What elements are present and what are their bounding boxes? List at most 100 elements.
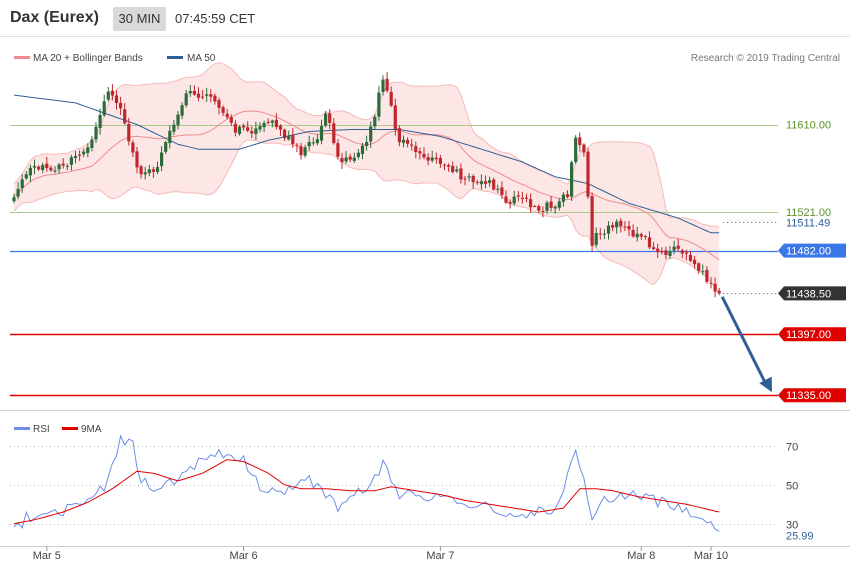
candle-body [328,113,332,123]
forecast-arrow [720,296,772,393]
candle-body [488,180,492,183]
candle-body [155,167,160,172]
candle-body [20,179,24,189]
candle-body [586,151,590,197]
candle-body [652,247,656,249]
candle-body [549,201,553,208]
candle-body [434,157,438,160]
candle-body [635,233,639,238]
candle-body [492,179,496,190]
candle-body [537,206,541,211]
candle-body [701,271,705,273]
candle-body [16,188,20,197]
candle-body [565,194,570,198]
candle-body [578,137,582,146]
candle-body [483,181,488,184]
candle-body [717,290,721,294]
candle-body [114,95,119,103]
candle-body [319,126,324,141]
candle-body [360,145,365,155]
candle-body [615,221,619,228]
candle-body [311,142,315,144]
level-label-11335.00-tag [778,388,846,403]
rsi-ma-legend-label: 9MA [81,424,102,435]
candle-body [266,121,270,123]
chart-header: Dax (Eurex) 30 MIN 07:45:59 CET [0,0,850,37]
candle-body [139,166,143,175]
candle-body [86,147,90,153]
candle-body [90,139,94,148]
time-axis: Mar 5 Mar 6 Mar 7 Mar 8 Mar 10 [33,546,728,562]
candle-body [250,131,254,134]
rsi-legend-swatch [14,427,30,430]
candle-body [422,153,426,158]
candle-body [401,139,406,143]
candle-body [697,263,701,272]
candle-body [606,225,611,234]
candle-body [496,188,500,190]
candle-body [410,144,414,146]
candle-body [233,123,237,133]
candle-body [397,128,401,143]
candle-body [611,225,615,228]
time-tick-label: Mar 7 [426,550,454,562]
candle-body [160,152,164,167]
candle-body [225,113,229,118]
candle-body [574,137,578,162]
candle-body [37,166,41,170]
candle-body [147,169,151,174]
candle-body [45,163,49,168]
candle-body [590,196,594,246]
candle-body [459,168,463,180]
instrument-title: Dax (Eurex) [10,9,99,26]
candle-body [512,196,516,204]
candle-body [254,128,258,134]
candle-body [680,250,684,254]
candle-body [287,136,291,140]
candle-body [385,78,389,91]
time-tick-label: Mar 5 [33,550,61,562]
candle-body [73,156,78,158]
candle-body [180,105,184,116]
candle-body [594,233,598,245]
candle-body [643,236,647,237]
timestamp: 07:45:59 CET [175,11,256,26]
candle-body [196,93,201,98]
candle-body [270,120,274,123]
ma20-legend-swatch [14,56,30,59]
rsi-tick-50: 50 [786,481,798,493]
candle-body [627,226,631,230]
candle-body [533,206,537,207]
timeframe-button[interactable]: 30 MIN [113,7,166,31]
candle-body [557,201,561,208]
candle-body [336,143,340,157]
candle-body [106,91,110,100]
rsi-tick-70: 70 [786,442,798,454]
rsi-last-value: 25.99 [786,531,814,543]
ma20-legend-label: MA 20 + Bollinger Bands [33,53,143,64]
forecast-arrow-head [759,376,772,393]
candle-body [205,94,209,96]
time-tick-label: Mar 8 [627,550,655,562]
candle-body [693,259,697,265]
candle-body [471,176,475,183]
candle-body [447,165,451,167]
candle-body [303,147,307,156]
time-tick-label: Mar 10 [694,550,728,562]
candle-body [647,237,652,248]
candle-body [369,126,373,142]
candle-body [561,194,565,202]
candle-body [110,90,114,96]
candle-body [598,233,602,235]
level-label-11397.00-tag [778,327,846,342]
candle-body [283,129,287,139]
candle-body [676,245,680,249]
level-label-11438.50: 11438.50 [786,288,831,300]
candle-body [344,157,348,162]
candle-body [520,197,524,199]
candle-body [656,248,660,253]
candle-body [660,251,664,253]
candle-body [602,233,606,235]
